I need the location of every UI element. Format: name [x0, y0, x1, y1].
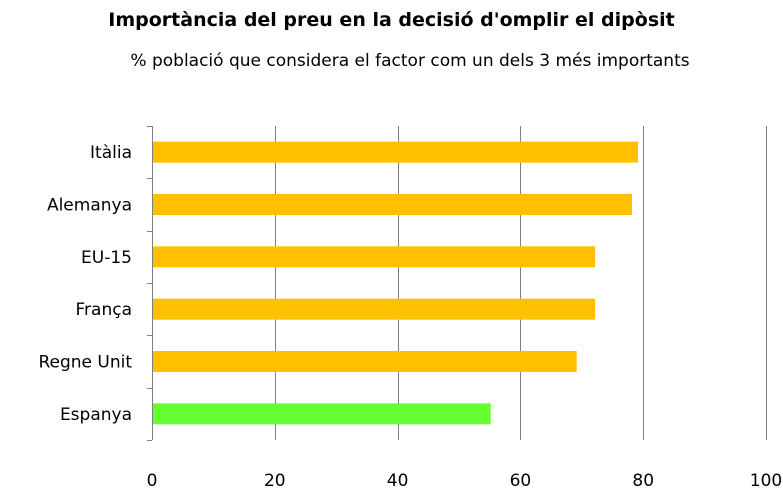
bar — [153, 194, 632, 215]
category-label: Itàlia — [90, 143, 132, 163]
category-label: França — [76, 300, 133, 320]
x-tick-label: 60 — [510, 471, 532, 491]
bar — [153, 298, 596, 320]
chart-subtitle: % població que considera el factor com u… — [130, 51, 690, 71]
category-label: Alemanya — [47, 196, 132, 216]
bar — [153, 403, 491, 425]
chart-title: Importància del preu en la decisió d'omp… — [108, 9, 675, 31]
x-tick-label: 100 — [750, 471, 782, 491]
x-tick-label: 20 — [264, 471, 286, 491]
category-label: Regne Unit — [38, 353, 132, 373]
bar — [153, 141, 639, 163]
x-tick-label: 0 — [147, 471, 158, 491]
x-tick-label: 40 — [387, 471, 409, 491]
bar — [153, 246, 596, 268]
category-label: EU-15 — [81, 248, 132, 268]
x-tick-label: 80 — [632, 471, 654, 491]
category-label: Espanya — [60, 405, 132, 425]
bar — [153, 351, 577, 372]
